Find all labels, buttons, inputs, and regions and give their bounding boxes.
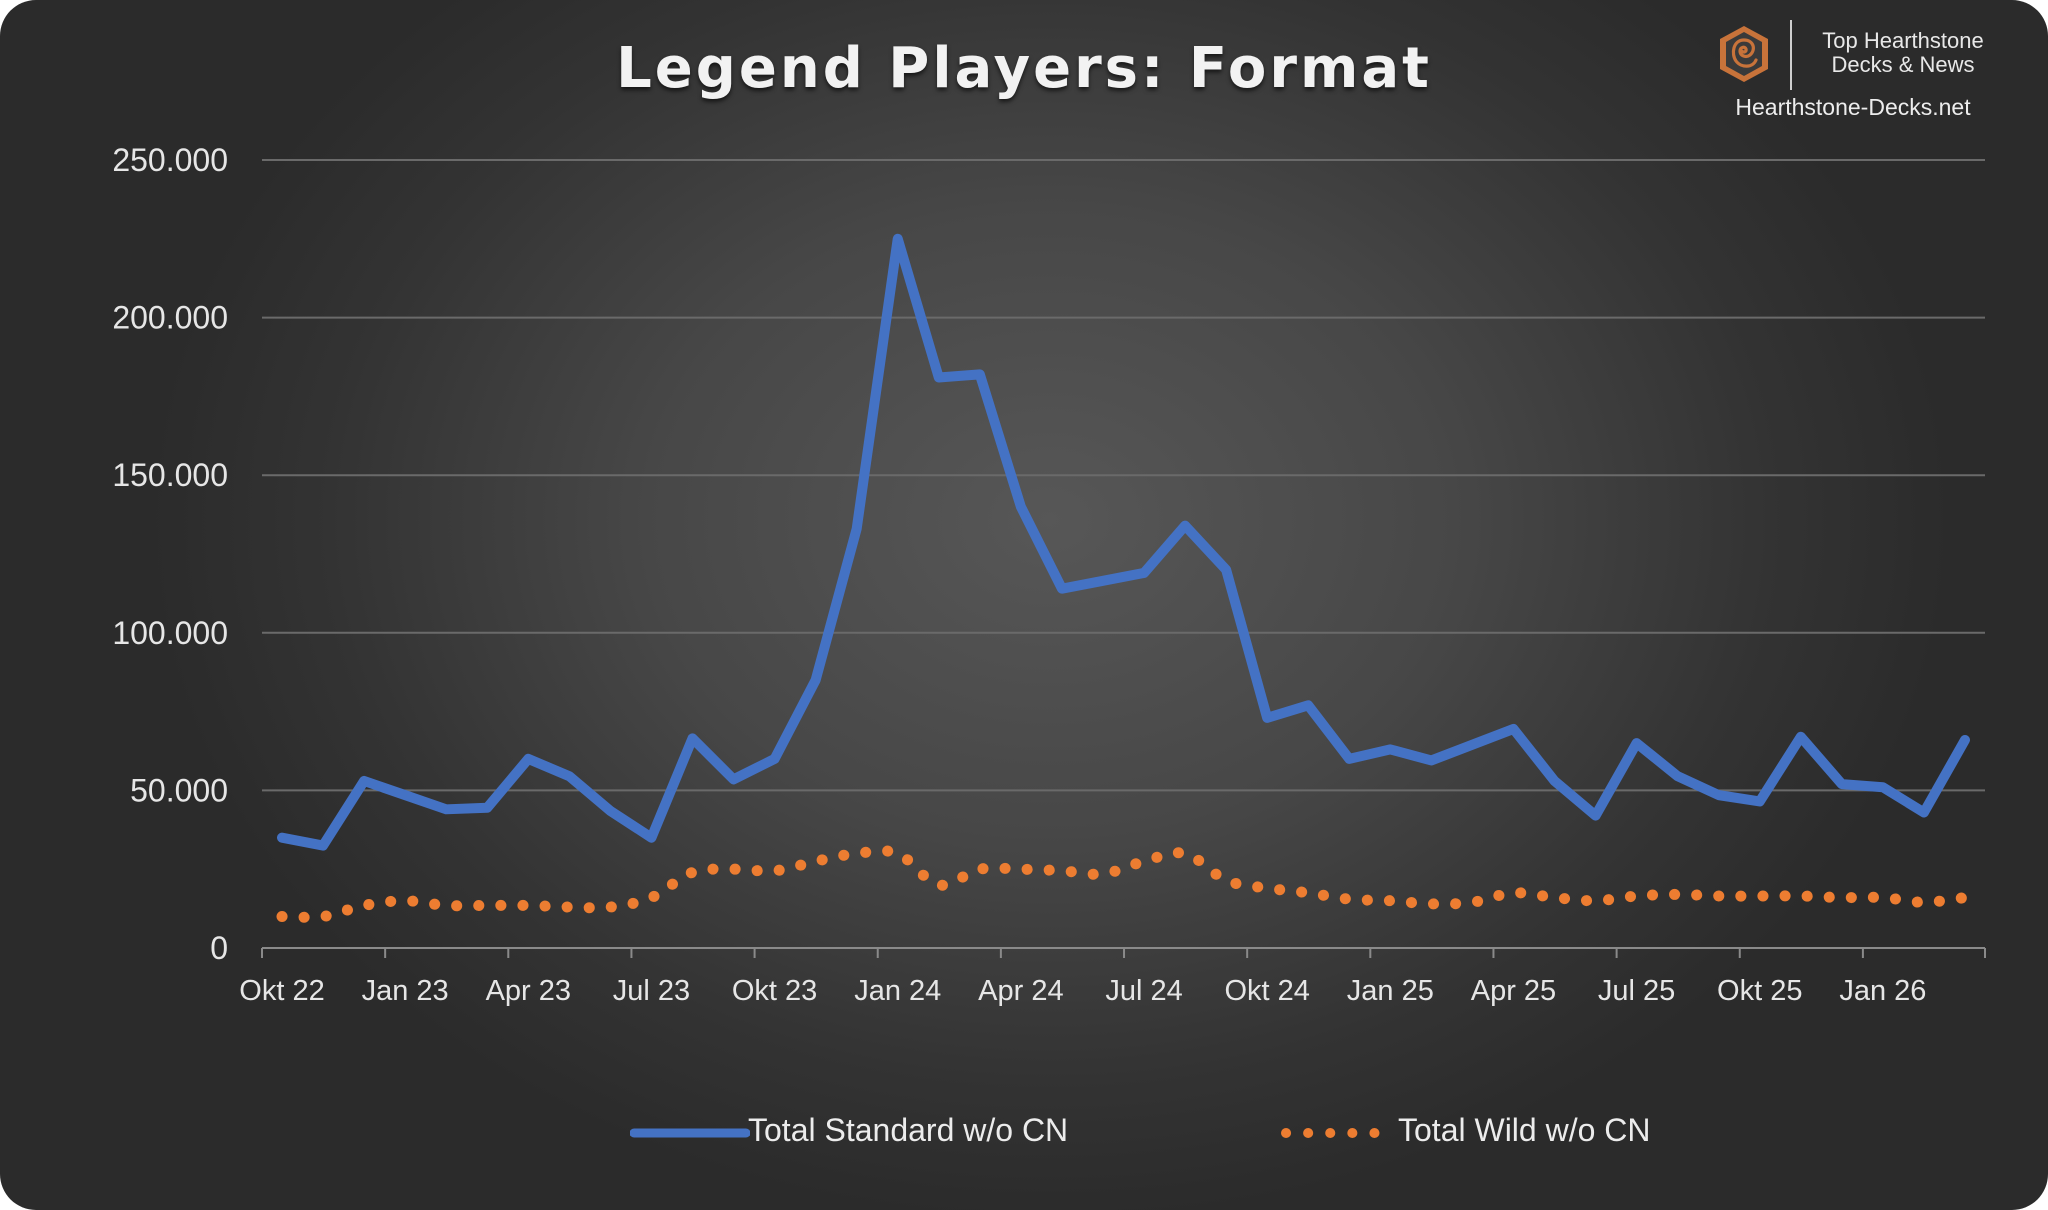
legend: Total Standard w/o CN Total Wild w/o CN [0, 1110, 2048, 1160]
brand-url[interactable]: Hearthstone-Decks.net [1735, 94, 1971, 120]
x-axis-tick-labels: Okt 22 Jan 23 Apr 23 Jul 23 Okt 23 Jan 24 Apr … [239, 975, 1926, 1007]
y-tick-label: 200.000 [112, 300, 228, 336]
x-tick-label: Jan 26 [1839, 975, 1926, 1007]
hearthstone-logo-icon [1720, 26, 1768, 82]
x-tick-label: Jul 25 [1598, 975, 1675, 1007]
chart-title: Legend Players: Format [616, 36, 1432, 101]
y-tick-label: 100.000 [112, 615, 228, 651]
series-line-standard [277, 233, 1970, 851]
x-tick-label: Okt 24 [1224, 975, 1309, 1007]
y-tick-label: 0 [210, 930, 228, 966]
brand-tagline-1: Top Hearthstone [1822, 28, 1984, 53]
x-tick-label: Okt 23 [732, 975, 817, 1007]
x-tick-label: Jan 24 [854, 975, 941, 1007]
legend-swatch-standard [630, 1128, 750, 1138]
x-tick-label: Apr 23 [486, 975, 571, 1007]
x-tick-label: Jul 23 [613, 975, 690, 1007]
legend-swatch-wild [1281, 1128, 1387, 1138]
gridlines [262, 159, 1985, 792]
y-tick-label: 50.000 [130, 772, 228, 808]
legend-label-standard: Total Standard w/o CN [748, 1112, 1069, 1148]
y-tick-label: 150.000 [112, 457, 228, 493]
x-tick-label: Okt 22 [239, 975, 324, 1007]
y-tick-label: 250.000 [112, 142, 228, 178]
x-tick-label: Apr 24 [978, 975, 1063, 1007]
y-axis-tick-labels: 0 50.000 100.000 150.000 200.000 250.000 [112, 142, 228, 966]
x-tick-label: Apr 25 [1471, 975, 1556, 1007]
legend-label-wild: Total Wild w/o CN [1398, 1112, 1651, 1148]
x-tick-label: Jan 25 [1347, 975, 1434, 1007]
x-tick-label: Jul 24 [1105, 975, 1182, 1007]
brand-divider [1790, 20, 1792, 90]
brand-tagline-2: Decks & News [1831, 52, 1975, 77]
x-axis [261, 947, 1986, 958]
series-line-wild [276, 845, 1971, 923]
x-tick-label: Okt 25 [1717, 975, 1802, 1007]
x-tick-label: Jan 23 [362, 975, 449, 1007]
series-layer [276, 233, 1971, 923]
brand-block[interactable]: Top Hearthstone Decks & News Hearthstone… [1718, 16, 2008, 126]
